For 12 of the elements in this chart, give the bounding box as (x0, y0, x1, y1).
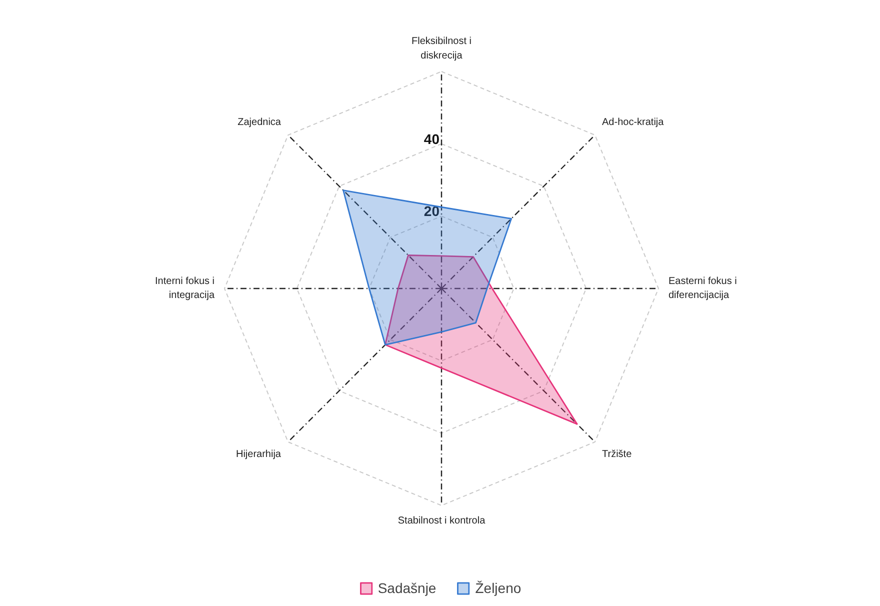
spoke-label: Tržište (602, 449, 632, 460)
y-tick-label: 20 (424, 203, 440, 220)
legend-label: Željeno (475, 580, 522, 596)
spoke-label: Zajednica (238, 116, 282, 128)
spoke-label: Ad-hoc-kratija (602, 116, 664, 128)
spoke-label: Hijerarhija (236, 449, 282, 460)
spoke-label: Fleksibilnost i diskrecija (411, 36, 472, 62)
spoke-label: Stabilnost i kontrola (398, 516, 486, 526)
spoke-label: Easterni fokus i diferencijacija (668, 276, 737, 302)
legend-label: Sadašnje (378, 580, 436, 596)
spoke-label: Interni fokus i integracija (155, 276, 215, 302)
y-tick-label: 40 (424, 130, 440, 147)
